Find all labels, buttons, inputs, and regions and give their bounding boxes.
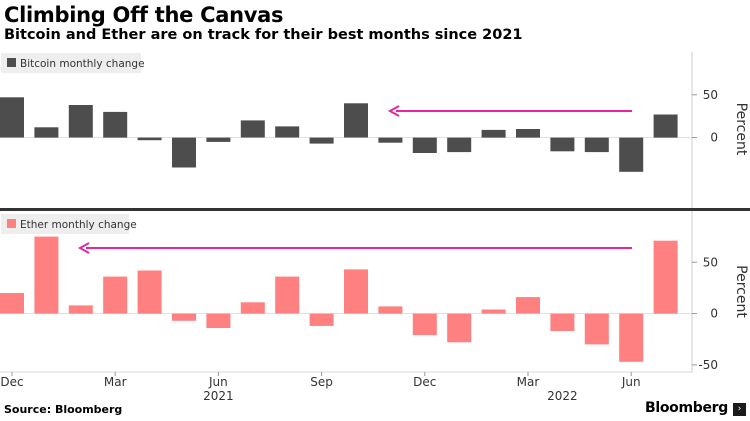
ether-arrow-head	[77, 242, 90, 254]
bitcoin-legend-swatch	[7, 58, 16, 67]
ether-y-tick-label: 0	[710, 307, 718, 321]
ether-bar	[447, 313, 472, 343]
bitcoin-bar	[275, 126, 300, 138]
ether-legend-swatch	[7, 219, 16, 228]
bitcoin-legend-bg	[1, 53, 141, 73]
ether-bar	[550, 313, 575, 331]
bitcoin-bar	[172, 137, 196, 168]
x-tick-label: Dec	[413, 375, 436, 389]
bitcoin-bar	[653, 114, 678, 138]
chart-subtitle: Bitcoin and Ether are on track for their…	[4, 27, 523, 43]
x-year-label: 2022	[547, 389, 578, 403]
ether-arrow	[77, 242, 632, 254]
x-tick-label: Jun	[621, 375, 641, 389]
ether-y-tick-label: 50	[703, 255, 718, 269]
ether-y-axis-title: Percent	[733, 265, 749, 318]
bitcoin-bar	[378, 137, 403, 143]
ether-bar	[275, 276, 300, 314]
chart-title: Climbing Off the Canvas	[4, 3, 284, 27]
x-tick-label: Jun	[208, 375, 228, 389]
brand-name: Bloomberg	[644, 400, 728, 416]
bitcoin-y-tick-label: 50	[703, 88, 718, 102]
ether-bar	[240, 302, 265, 314]
x-tick-label: Dec	[0, 375, 23, 389]
bitcoin-y-tick-label: 0	[710, 131, 718, 145]
ether-bar	[68, 305, 93, 314]
ether-legend-label: Ether monthly change	[20, 219, 137, 231]
ether-bar	[0, 293, 24, 314]
bitcoin-bar	[619, 137, 644, 172]
ether-bar	[206, 313, 231, 328]
bitcoin-bar	[0, 97, 24, 138]
ether-bar	[584, 313, 609, 345]
ether-bar	[653, 240, 678, 314]
bitcoin-arrow-head	[387, 105, 400, 117]
ether-bar	[619, 313, 644, 362]
bitcoin-bar	[68, 105, 93, 138]
bitcoin-bar	[447, 137, 472, 153]
x-tick-label: Mar	[104, 375, 127, 389]
ether-y-tick-label: -50	[698, 358, 718, 372]
ether-bar	[481, 309, 506, 314]
ether-bar	[103, 276, 128, 314]
bitcoin-legend: Bitcoin monthly change	[1, 53, 145, 73]
ether-bar	[516, 297, 540, 314]
ether-bar	[344, 269, 368, 314]
ether-panel: 50 0 -50 Percent Ether monthly change	[0, 214, 749, 372]
ether-legend-bg	[1, 214, 129, 234]
ether-bar	[309, 313, 334, 326]
terminal-square-icon: ›	[733, 403, 746, 416]
x-year-label: 2021	[203, 389, 234, 403]
ether-bar	[137, 270, 162, 314]
bitcoin-y-axis-title: Percent	[733, 103, 749, 156]
bitcoin-arrow	[387, 105, 632, 117]
bitcoin-bar	[412, 137, 437, 153]
x-tick-label: Sep	[310, 375, 333, 389]
bitcoin-bar	[206, 137, 231, 142]
bitcoin-legend-label: Bitcoin monthly change	[20, 58, 145, 70]
bitcoin-bar	[516, 129, 540, 138]
ether-bar	[34, 236, 59, 314]
x-tick-label: Mar	[517, 375, 540, 389]
bitcoin-bar	[481, 129, 506, 138]
bitcoin-bar	[137, 137, 162, 141]
bitcoin-bar	[309, 137, 334, 144]
bitcoin-panel: 50 0 Percent Bitcoin monthly change	[0, 53, 749, 172]
bitcoin-bar	[550, 137, 575, 152]
bitcoin-bar	[103, 111, 128, 138]
bitcoin-bar	[344, 103, 368, 138]
ether-bar	[172, 313, 196, 321]
bitcoin-bar	[34, 127, 59, 138]
ether-bar	[378, 306, 403, 314]
ether-legend: Ether monthly change	[1, 214, 137, 234]
bitcoin-bar	[240, 120, 265, 138]
source-note: Source: Bloomberg	[4, 403, 123, 416]
ether-bar	[412, 313, 437, 336]
bitcoin-bar	[584, 137, 609, 153]
